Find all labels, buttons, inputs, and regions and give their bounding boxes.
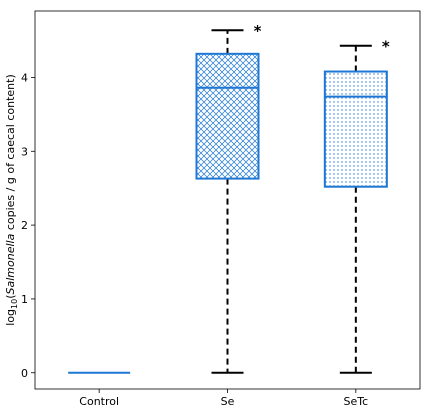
y-tick-label: 2 [21, 219, 28, 232]
y-axis-title-subscript: 10 [10, 299, 19, 309]
axes: 0 1 2 3 4 Control Se SeTc [21, 71, 368, 408]
y-axis-title-prefix: log [4, 309, 17, 326]
y-tick-label: 3 [21, 145, 28, 158]
significance-marker: * [382, 38, 390, 56]
y-axis-title-open: ( [4, 294, 17, 298]
y-axis-title: log10(Salmonella copies / g of caecal co… [4, 74, 19, 326]
x-tick-label: Control [79, 395, 119, 408]
y-axis-title-italic: Salmonella [4, 233, 17, 294]
box-se: * [195, 22, 262, 374]
x-tick-label: SeTc [344, 395, 369, 408]
y-axis-title-suffix: copies / g of caecal content) [4, 74, 17, 233]
y-tick-label: 0 [21, 367, 28, 380]
x-tick-label: Se [221, 395, 235, 408]
y-tick-label: 1 [21, 293, 28, 306]
box-setc: * [323, 38, 390, 374]
box-body [195, 52, 260, 180]
box-body [323, 70, 388, 188]
y-tick-label: 4 [21, 71, 28, 84]
plot-area: ** [68, 22, 390, 374]
significance-marker: * [254, 22, 262, 40]
